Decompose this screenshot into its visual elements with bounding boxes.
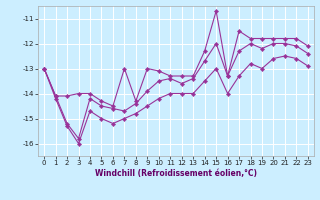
X-axis label: Windchill (Refroidissement éolien,°C): Windchill (Refroidissement éolien,°C) [95, 169, 257, 178]
